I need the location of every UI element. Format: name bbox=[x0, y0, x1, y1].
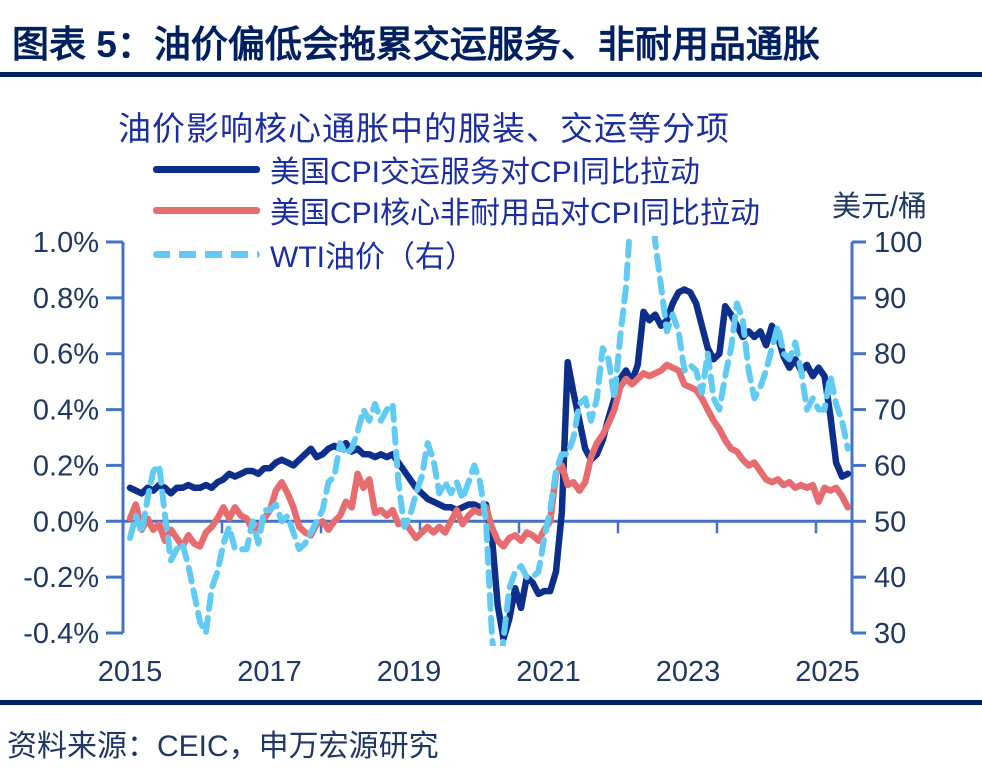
right-axis-tick-label: 70 bbox=[874, 395, 906, 427]
series-layer bbox=[126, 236, 852, 646]
x-axis-year-label: 2021 bbox=[516, 656, 581, 688]
wti-price-line bbox=[127, 236, 851, 646]
left-axis-tick-label: 0.8% bbox=[33, 283, 99, 315]
header-rule bbox=[0, 72, 982, 77]
chart-title: 油价影响核心通胀中的服装、交运等分项 bbox=[118, 110, 730, 147]
legend-label-wti: WTI油价（右） bbox=[270, 241, 475, 274]
transport-line-swatch bbox=[153, 165, 260, 173]
right-axis-unit-label: 美元/桶 bbox=[832, 191, 928, 223]
legend-label-transport: 美国CPI交运服务对CPI同比拉动 bbox=[270, 156, 701, 189]
right-axis-tick-label: 90 bbox=[874, 283, 906, 315]
right-axis-tick-label: 80 bbox=[874, 339, 906, 371]
left-axis-tick-label: -0.4% bbox=[23, 618, 99, 650]
wti-line-swatch bbox=[153, 250, 260, 258]
x-axis-year-label: 2017 bbox=[237, 656, 302, 688]
left-axis-tick-label: 0.4% bbox=[33, 395, 99, 427]
left-axis-tick-label: 0.2% bbox=[33, 450, 99, 482]
right-axis-tick-label: 100 bbox=[874, 227, 922, 259]
legend-label-nondurables: 美国CPI核心非耐用品对CPI同比拉动 bbox=[270, 197, 761, 230]
right-axis-tick-label: 50 bbox=[874, 506, 906, 538]
right-axis-tick-label: 40 bbox=[874, 562, 906, 594]
left-axis-tick-label: 1.0% bbox=[33, 227, 99, 259]
x-axis-year-label: 2025 bbox=[795, 656, 860, 688]
figure-header-title: 图表 5：油价偏低会拖累交运服务、非耐用品通胀 bbox=[12, 24, 820, 65]
axis-ticks bbox=[106, 240, 866, 635]
left-axis-tick-label: 0.0% bbox=[33, 506, 99, 538]
source-text: 资料来源：CEIC，申万宏源研究 bbox=[7, 730, 439, 763]
left-axis-tick-labels: 1.0% 0.8% 0.6% 0.4% 0.2% 0.0% -0.2% -0.4… bbox=[23, 227, 99, 650]
legend-item-nondurables: 美国CPI核心非耐用品对CPI同比拉动 bbox=[153, 193, 760, 230]
x-axis-year-label: 2019 bbox=[377, 656, 442, 688]
x-axis-year-label: 2023 bbox=[656, 656, 721, 688]
footer-rule bbox=[0, 700, 982, 705]
x-axis-year-labels: 2015 2017 2019 2021 2023 2025 bbox=[98, 656, 860, 688]
legend-item-transport: 美国CPI交运服务对CPI同比拉动 bbox=[153, 152, 700, 189]
left-axis-tick-label: 0.6% bbox=[33, 339, 99, 371]
right-axis-tick-label: 30 bbox=[874, 618, 906, 650]
right-axis-tick-labels: 100 90 80 70 60 50 40 30 bbox=[874, 227, 922, 650]
nondurables-line-swatch bbox=[153, 206, 260, 214]
core-nondurables-line bbox=[126, 361, 852, 550]
legend-item-wti: WTI油价（右） bbox=[153, 237, 475, 274]
x-axis-year-label: 2015 bbox=[98, 656, 163, 688]
right-axis-tick-label: 60 bbox=[874, 450, 906, 482]
left-axis-tick-label: -0.2% bbox=[23, 562, 99, 594]
